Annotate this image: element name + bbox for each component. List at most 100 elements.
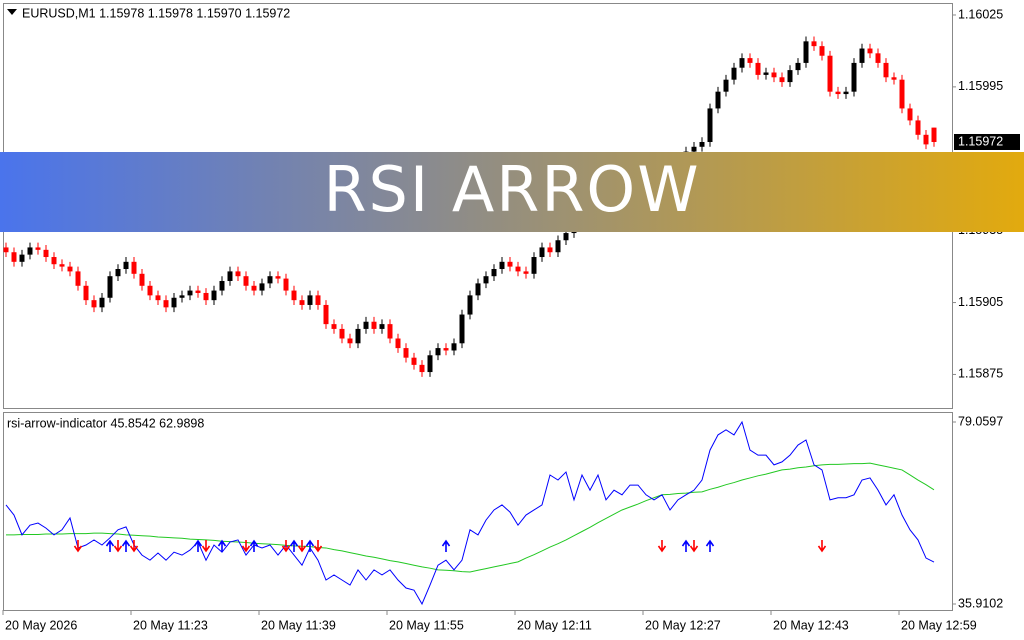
candle-body [515,266,521,272]
candle-body [139,273,145,286]
x-tick-label: 20 May 12:11 [517,618,592,632]
candle-body [91,300,97,308]
candle-body [779,77,785,83]
candle-body [379,324,385,329]
candle-body [747,58,753,63]
sell-arrow [689,540,699,553]
candle-body [11,252,17,262]
candle-body [563,233,569,241]
x-tick-label: 20 May 11:23 [133,618,208,632]
candle-body [107,276,113,298]
sell-arrow [201,540,211,553]
candle-body [411,357,417,365]
candle-body [251,285,257,291]
y-tick-label: 35.9102 [958,596,1003,610]
candle-body [219,280,225,291]
candle-body [331,324,337,329]
x-tick-label: 20 May 12:43 [773,618,849,632]
indicator-panel-border [3,412,953,611]
candle-body [875,53,881,63]
candle-body [187,290,193,296]
candle-body [227,271,233,281]
candle-body [499,261,505,270]
candle-body [835,91,841,95]
candle-body [867,48,873,54]
candle-body [243,276,249,286]
current-price-box [954,133,1020,150]
banner [0,152,1024,232]
candle-body [715,91,721,109]
indicator-header: rsi-arrow-indicator 45.8542 62.9898 [7,416,204,430]
sell-arrow [281,540,291,553]
candle-body [763,72,769,75]
indicator-line [6,462,935,573]
candle-body [67,266,73,272]
candle-body [155,295,161,301]
x-tick-label: 20 May 11:39 [261,618,336,632]
candle-body [291,290,297,301]
candle-body [35,247,41,250]
candle-body [803,41,809,63]
candle-body [731,67,737,80]
y-tick-label: 1.15905 [958,295,1003,309]
y-tick-label: 1.16025 [958,7,1003,21]
buy-arrow [105,539,115,552]
candle-body [283,278,289,291]
candle-body [451,343,457,351]
sell-arrow [241,540,251,553]
candle-body [235,271,241,277]
candle-body [459,314,465,344]
candle-body [843,91,849,95]
candle-body [523,271,529,274]
x-tick-label: 20 May 11:55 [389,618,464,632]
buy-arrow [121,539,131,552]
sell-arrow [657,540,667,553]
candle-body [203,292,209,301]
candle-body [467,295,473,315]
candle-body [419,364,425,373]
candle-body [859,48,865,63]
candle-body [771,72,777,78]
candle-body [307,295,313,305]
candle-body [507,261,513,267]
candle-body [315,295,321,305]
candle-body [131,261,137,274]
candle-body [123,261,129,270]
candle-body [171,297,177,308]
sell-arrow [313,540,323,553]
candle-body [267,276,273,284]
candle-body [539,247,545,258]
candle-body [83,285,89,301]
candle-body [531,257,537,274]
candle-body [363,321,369,329]
candle-body [51,257,57,265]
candle-body [851,62,857,92]
candle-body [827,55,833,92]
panel-toggle[interactable] [7,9,17,15]
candle-body [907,108,913,121]
candle-body [795,62,801,71]
candle-body [355,328,361,344]
buy-arrow [217,539,227,552]
candle-body [387,324,393,339]
candle-body [707,108,713,142]
candle-body [787,70,793,83]
candle-body [259,283,265,291]
candle-body [323,304,329,325]
buy-arrow [441,539,451,552]
indicator-line [5,420,935,606]
buy-arrow [249,539,259,552]
candle-body [811,41,817,47]
candle-body [43,249,49,258]
candle-body [819,46,825,56]
candle-body [915,120,921,135]
candle-body [59,264,65,267]
candle-body [755,62,761,75]
candle-body [211,290,217,301]
candle-body [371,321,377,329]
sell-arrow [129,540,139,553]
candle-body [899,79,905,109]
candle-body [483,276,489,284]
